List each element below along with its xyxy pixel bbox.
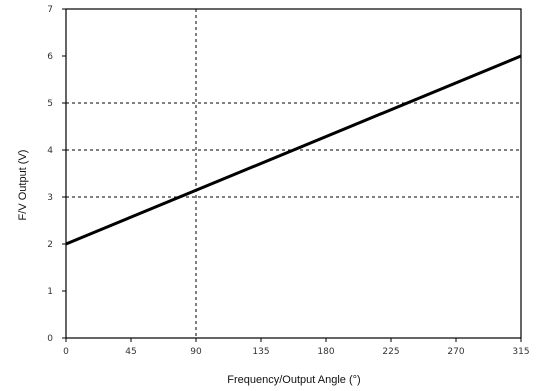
- y-tick-label: 0: [47, 334, 53, 344]
- y-tick-label: 4: [47, 146, 53, 156]
- y-tick-label: 5: [47, 99, 53, 109]
- x-tick-label: 0: [63, 347, 69, 357]
- x-tick-label: 135: [252, 347, 269, 357]
- y-tick-label: 3: [47, 193, 53, 203]
- x-tick-label: 180: [317, 347, 334, 357]
- y-tick-label: 1: [47, 287, 53, 297]
- x-tick-label: 315: [512, 347, 529, 357]
- y-tick-label: 2: [47, 240, 53, 250]
- x-axis-ticks: 0 45 90 135 180 225 270 315: [63, 338, 530, 357]
- y-axis-ticks: 0 1 2 3 4 5 6 7: [47, 5, 66, 344]
- x-tick-label: 270: [447, 347, 464, 357]
- x-tick-label: 225: [382, 347, 399, 357]
- series-line: [65, 54, 522, 246]
- x-tick-label: 45: [125, 347, 136, 357]
- series-group: [65, 54, 522, 246]
- plot-frame: [65, 8, 522, 339]
- gridlines: [66, 9, 521, 338]
- y-tick-label: 7: [47, 5, 53, 15]
- x-tick-label: 90: [190, 347, 202, 357]
- x-axis-title: Frequency/Output Angle (°): [227, 374, 360, 386]
- y-tick-label: 6: [47, 52, 53, 62]
- y-axis-title: F/V Output (V): [17, 150, 29, 221]
